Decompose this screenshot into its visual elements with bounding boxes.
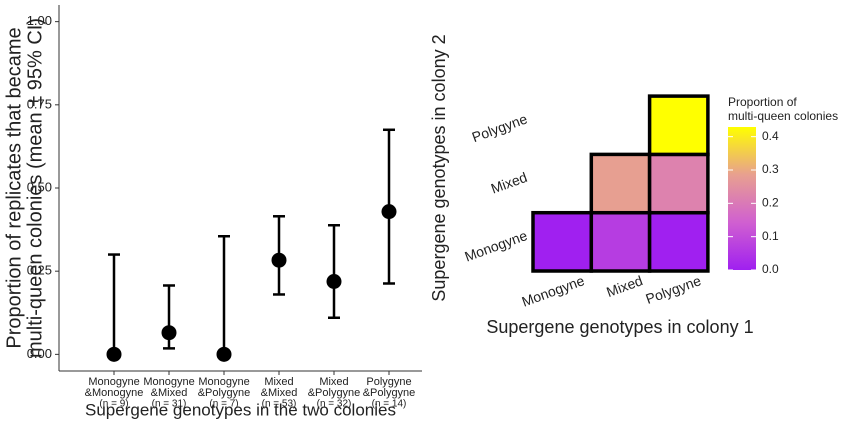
x-axis-title: Supergene genotypes in colony 1 — [486, 317, 753, 337]
colorbar — [728, 127, 756, 270]
y-tick-label: 0.25 — [27, 263, 52, 278]
point — [381, 204, 397, 220]
sample-size: (n = 31) — [152, 399, 187, 410]
y-tick-label: 0.75 — [27, 96, 52, 111]
x-tick-label: &Monogyne — [85, 387, 144, 399]
x-tick-label: &Polygyne — [363, 387, 416, 399]
x-tick-label: Mixed — [319, 376, 348, 388]
heatmap-cell — [647, 94, 710, 157]
x-tick-label: Monogyne — [520, 272, 587, 309]
x-tick-label: Monogyne — [88, 376, 139, 388]
legend-title: Proportion of — [728, 95, 797, 109]
x-tick-label: &Polygyne — [308, 387, 361, 399]
sample-size: (n = 9) — [99, 399, 128, 410]
heatmap-cell — [647, 210, 710, 273]
y-tick-label: 0.00 — [27, 346, 52, 361]
sample-size: (n = 53) — [262, 399, 297, 410]
legend-title: multi-queen colonies — [728, 109, 838, 123]
y-tick-label: 0.50 — [27, 179, 52, 194]
y-tick-label: Polygyne — [470, 110, 530, 145]
point — [161, 325, 177, 341]
colorbar-tick-label: 0.1 — [762, 229, 779, 243]
x-tick-label: Mixed — [604, 272, 645, 300]
y-tick-label: 1.00 — [27, 13, 52, 28]
heatmap-cell — [589, 152, 652, 215]
x-tick-label: Monogyne — [143, 376, 194, 388]
x-tick-label: &Polygyne — [198, 387, 251, 399]
colorbar-tick-label: 0.3 — [762, 162, 779, 176]
heatmap-cell — [531, 210, 594, 273]
x-tick-label: Monogyne — [198, 376, 249, 388]
point — [216, 346, 232, 362]
x-tick-label: &Mixed — [151, 387, 188, 399]
point — [271, 252, 287, 268]
y-axis-title: multi-queen colonies (mean ± 95% CI) — [24, 18, 46, 358]
x-axis-title: Supergene genotypes in the two colonies — [85, 400, 396, 419]
y-axis-title: Supergene genotypes in colony 2 — [429, 34, 449, 301]
y-tick-label: Mixed — [489, 169, 530, 197]
sample-size: (n = 32) — [317, 399, 352, 410]
y-tick-label: Monogyne — [462, 227, 529, 264]
colorbar-tick-label: 0.2 — [762, 196, 779, 210]
sample-size: (n = 7) — [209, 399, 238, 410]
x-tick-label: Polygyne — [366, 376, 411, 388]
y-axis-title: Proportion of replicates that became — [3, 27, 25, 348]
point — [326, 273, 342, 289]
heatmap-cell — [647, 152, 710, 215]
sample-size: (n = 14) — [372, 399, 407, 410]
heatmap-cell — [589, 210, 652, 273]
x-tick-label: Polygyne — [643, 272, 703, 307]
point — [106, 346, 122, 362]
x-tick-label: &Mixed — [261, 387, 298, 399]
colorbar-tick-label: 0.4 — [762, 129, 779, 143]
x-tick-label: Mixed — [264, 376, 293, 388]
colorbar-tick-label: 0.0 — [762, 262, 779, 276]
